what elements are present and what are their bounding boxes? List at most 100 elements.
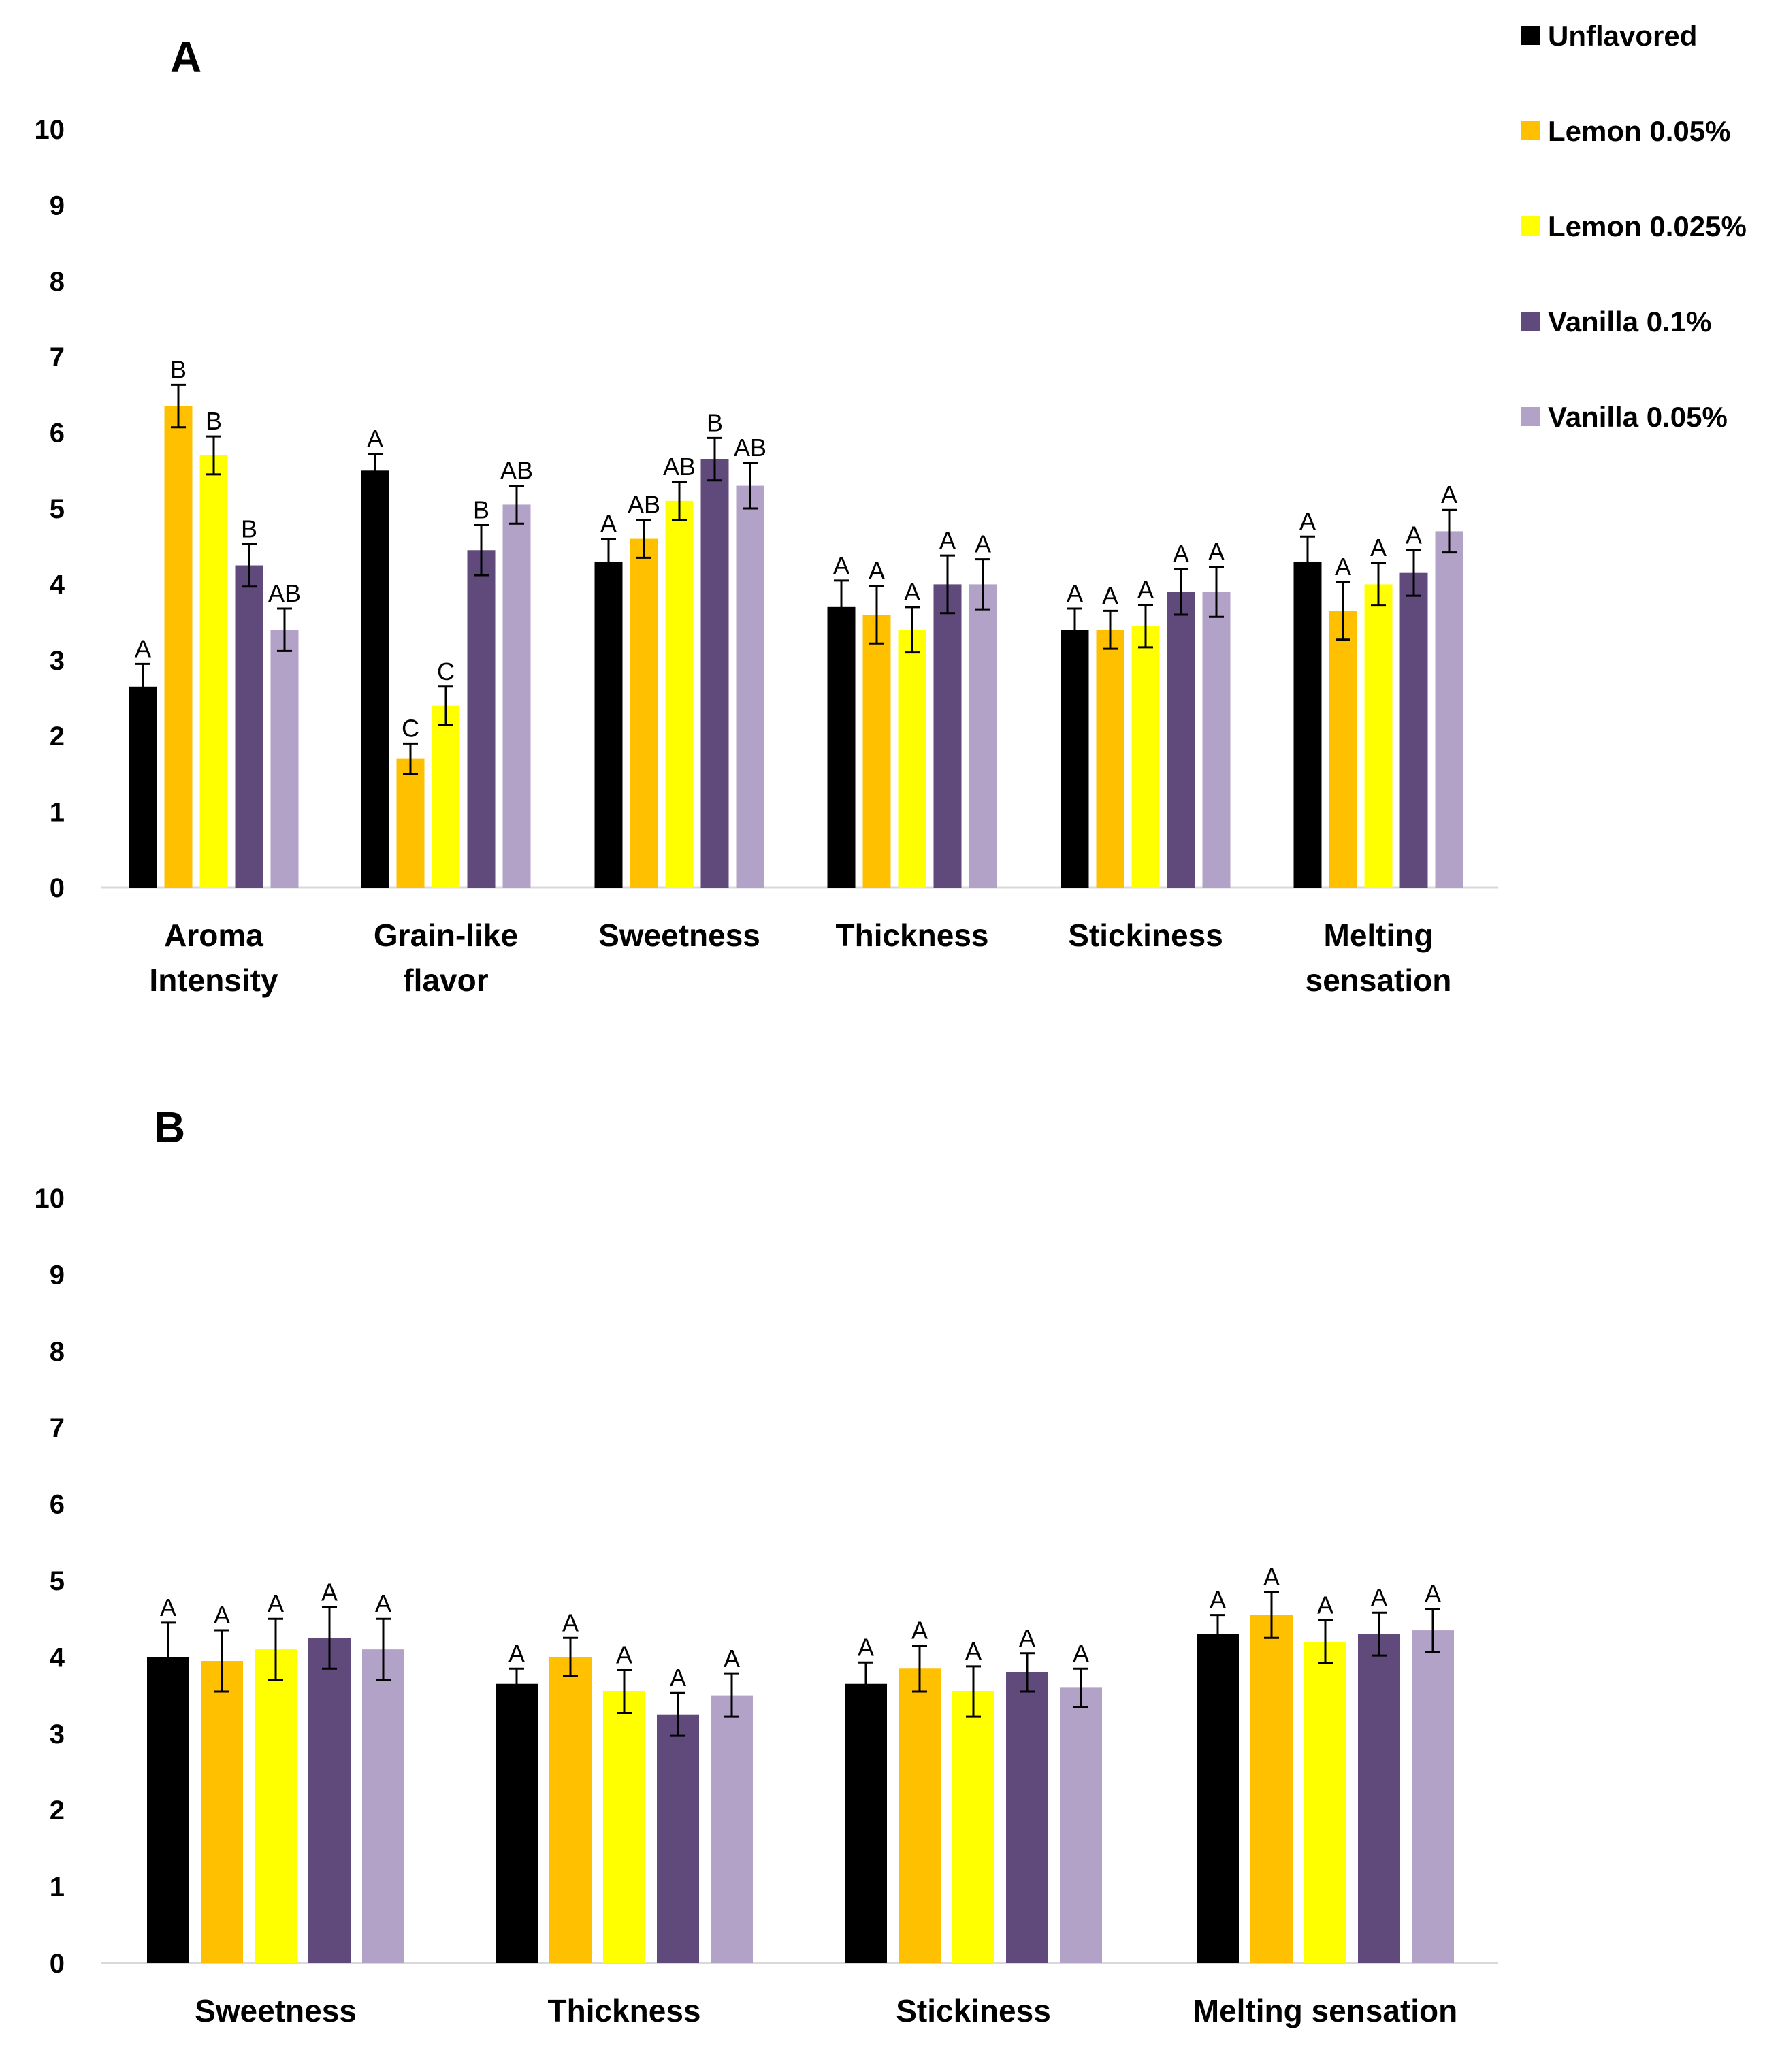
bar — [827, 606, 856, 888]
y-tick-label: 2 — [50, 722, 65, 751]
bar — [1293, 561, 1322, 888]
significance-label: A — [1019, 1624, 1035, 1652]
significance-label: AB — [500, 457, 533, 485]
bar — [1096, 630, 1124, 888]
y-tick-label: 5 — [50, 1566, 65, 1596]
bar — [657, 1714, 699, 1963]
significance-label: A — [1208, 538, 1225, 566]
significance-label: A — [562, 1608, 579, 1636]
y-tick-label: 0 — [50, 1949, 65, 1979]
y-tick-label: 7 — [50, 1413, 65, 1443]
y-tick-label: 8 — [50, 1337, 65, 1367]
bar — [549, 1657, 592, 1963]
y-tick-label: 1 — [50, 1873, 65, 1903]
bar — [736, 485, 764, 888]
bar — [898, 630, 926, 888]
significance-label: A — [939, 526, 956, 554]
bar — [396, 758, 425, 888]
bar — [969, 584, 997, 888]
panel-a-label: A — [170, 33, 201, 82]
bar — [1358, 1634, 1400, 1963]
bar — [1329, 611, 1357, 888]
y-tick-label: 0 — [50, 873, 65, 903]
y-tick-label: 7 — [50, 342, 65, 372]
bar — [1197, 1634, 1239, 1963]
significance-label: A — [1263, 1563, 1280, 1591]
significance-label: B — [206, 407, 222, 435]
bar — [1250, 1615, 1293, 1963]
bar — [1060, 1687, 1102, 1963]
significance-label: A — [375, 1589, 391, 1617]
y-tick-label: 10 — [35, 1184, 65, 1214]
significance-label: A — [858, 1633, 874, 1661]
significance-label: A — [1173, 540, 1189, 568]
bar — [845, 1683, 887, 1963]
bar — [199, 455, 228, 888]
legend-swatch — [1521, 407, 1540, 426]
significance-label: C — [437, 658, 455, 685]
significance-label: A — [1210, 1586, 1226, 1614]
significance-label: A — [975, 530, 991, 558]
y-tick-label: 4 — [50, 570, 65, 600]
category-label: Stickiness — [896, 1993, 1051, 2028]
significance-label: A — [965, 1637, 982, 1665]
bar — [1304, 1641, 1346, 1963]
y-tick-label: 10 — [35, 115, 65, 145]
bar — [1435, 531, 1463, 888]
bar — [270, 630, 299, 888]
significance-label: A — [670, 1664, 686, 1691]
y-tick-label: 3 — [50, 1719, 65, 1749]
category-label: Stickiness — [1068, 918, 1223, 953]
significance-label: B — [473, 496, 489, 524]
bar — [1061, 630, 1089, 888]
significance-label: A — [833, 551, 849, 579]
legend-swatch — [1521, 121, 1540, 140]
significance-label: A — [135, 634, 151, 662]
legend-label: Lemon 0.05% — [1548, 115, 1730, 147]
category-label: Intensity — [149, 962, 278, 998]
panel-a: A 0 1 2 3 4 5 6 7 8 9 10 Aroma Intensity Grain-like fl… — [35, 33, 1498, 998]
bar — [700, 459, 729, 888]
significance-label: A — [1406, 521, 1422, 549]
significance-label: B — [241, 515, 257, 543]
y-tick-label: 8 — [50, 267, 65, 297]
category-label: Aroma — [164, 918, 263, 953]
panel-b-label: B — [154, 1103, 185, 1152]
bar — [1399, 572, 1428, 888]
bar — [1006, 1672, 1048, 1963]
category-label: Melting — [1324, 918, 1434, 953]
bar — [308, 1638, 351, 1963]
bar — [1131, 626, 1160, 888]
legend: Unflavored Lemon 0.05% Lemon 0.025% Vanilla… — [1521, 20, 1747, 433]
significance-label: B — [170, 355, 187, 383]
bar — [502, 504, 531, 888]
bar — [201, 1661, 243, 1963]
bar — [899, 1668, 941, 1963]
significance-label: A — [1441, 481, 1457, 508]
bar — [952, 1691, 994, 1963]
significance-label: A — [904, 578, 920, 606]
significance-label: A — [367, 425, 383, 453]
significance-label: A — [1299, 507, 1316, 535]
bar — [1202, 592, 1231, 888]
significance-label: A — [1137, 575, 1154, 603]
bar — [933, 584, 962, 888]
significance-label: AB — [734, 434, 766, 462]
y-tick-label: 4 — [50, 1642, 65, 1672]
bar — [147, 1657, 189, 1963]
significance-label: A — [321, 1578, 338, 1606]
significance-label: A — [1067, 579, 1083, 607]
y-tick-label: 6 — [50, 419, 65, 449]
significance-label: A — [1073, 1639, 1089, 1667]
y-tick-label: 1 — [50, 798, 65, 828]
significance-label: C — [402, 714, 419, 742]
significance-label: A — [1317, 1591, 1333, 1619]
y-tick-label: 5 — [50, 494, 65, 524]
legend-label: Vanilla 0.05% — [1548, 401, 1728, 433]
bar — [1167, 592, 1195, 888]
category-label: Thickness — [548, 1993, 701, 2028]
significance-label: A — [1335, 553, 1351, 581]
significance-label: A — [600, 510, 617, 538]
bar — [467, 550, 496, 888]
